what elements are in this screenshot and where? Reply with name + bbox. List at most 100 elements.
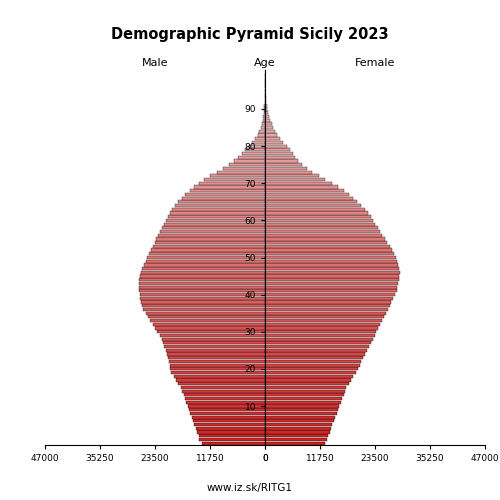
Text: Age: Age	[254, 58, 276, 68]
Bar	[265, 160, 298, 162]
Bar	[224, 167, 265, 170]
Bar	[192, 416, 265, 418]
Bar	[170, 364, 265, 367]
Bar	[265, 245, 390, 248]
Bar	[265, 200, 357, 203]
Bar	[264, 111, 265, 114]
Bar	[265, 134, 277, 136]
Bar	[265, 356, 364, 360]
Bar	[265, 152, 293, 155]
Bar	[265, 274, 400, 278]
Bar	[162, 338, 265, 341]
Bar	[204, 178, 265, 181]
Bar	[238, 156, 265, 159]
Bar	[166, 352, 265, 356]
Bar	[265, 122, 272, 126]
Bar	[172, 208, 265, 211]
Bar	[182, 196, 265, 200]
Bar	[197, 430, 265, 434]
Bar	[265, 252, 394, 256]
Bar	[265, 144, 287, 148]
Bar	[140, 274, 265, 278]
Bar	[265, 368, 358, 370]
Bar	[265, 111, 268, 114]
Bar	[138, 286, 265, 289]
Bar	[265, 170, 312, 173]
Bar	[265, 278, 399, 281]
Bar	[142, 304, 265, 308]
Bar	[265, 118, 270, 122]
Bar	[265, 342, 371, 344]
Bar	[196, 426, 265, 430]
Bar	[155, 326, 265, 330]
Bar	[265, 378, 351, 382]
Bar	[139, 278, 265, 281]
Bar	[265, 196, 354, 200]
Bar	[265, 326, 378, 330]
Bar	[160, 230, 265, 233]
Bar	[265, 323, 380, 326]
Bar	[229, 163, 265, 166]
Bar	[265, 241, 387, 244]
Bar	[265, 264, 398, 266]
Bar	[260, 130, 265, 133]
Bar	[265, 426, 331, 430]
Bar	[138, 282, 265, 285]
Bar	[265, 163, 302, 166]
Bar	[234, 160, 265, 162]
Bar	[252, 141, 265, 144]
Bar	[182, 390, 265, 392]
Bar	[265, 104, 266, 107]
Bar	[265, 248, 392, 252]
Bar	[186, 400, 265, 404]
Bar	[146, 312, 265, 315]
Bar	[162, 226, 265, 230]
Bar	[170, 212, 265, 214]
Bar	[265, 148, 290, 152]
Bar	[175, 204, 265, 207]
Bar	[194, 423, 265, 426]
Bar	[265, 338, 372, 341]
Bar	[262, 122, 265, 126]
Text: Male: Male	[142, 58, 168, 68]
Bar	[141, 271, 265, 274]
Bar	[189, 408, 265, 412]
Bar	[246, 148, 265, 152]
Bar	[265, 174, 319, 178]
Bar	[265, 416, 335, 418]
Bar	[147, 256, 265, 259]
Text: Female: Female	[355, 58, 395, 68]
Bar	[265, 430, 330, 434]
Bar	[160, 334, 265, 337]
Bar	[265, 96, 266, 100]
Bar	[265, 434, 328, 438]
Bar	[265, 126, 273, 129]
Bar	[262, 118, 265, 122]
Text: Demographic Pyramid Sicily 2023: Demographic Pyramid Sicily 2023	[111, 28, 389, 42]
Bar	[148, 316, 265, 318]
Bar	[265, 100, 266, 103]
Bar	[265, 208, 364, 211]
Bar	[265, 186, 338, 188]
Bar	[265, 364, 360, 367]
Bar	[202, 442, 265, 444]
Bar	[140, 293, 265, 296]
Bar	[258, 134, 265, 136]
Bar	[265, 382, 349, 386]
Bar	[168, 360, 265, 363]
Bar	[265, 360, 362, 363]
Bar	[158, 234, 265, 237]
Bar	[186, 193, 265, 196]
Bar	[265, 182, 332, 185]
Bar	[265, 438, 327, 441]
Bar	[265, 297, 394, 300]
Bar	[194, 186, 265, 188]
Bar	[174, 374, 265, 378]
Bar	[265, 404, 340, 407]
Bar	[265, 156, 296, 159]
Bar	[188, 404, 265, 407]
Bar	[166, 348, 265, 352]
Bar	[144, 264, 265, 266]
Bar	[198, 182, 265, 185]
Text: www.iz.sk/RITG1: www.iz.sk/RITG1	[207, 482, 293, 492]
